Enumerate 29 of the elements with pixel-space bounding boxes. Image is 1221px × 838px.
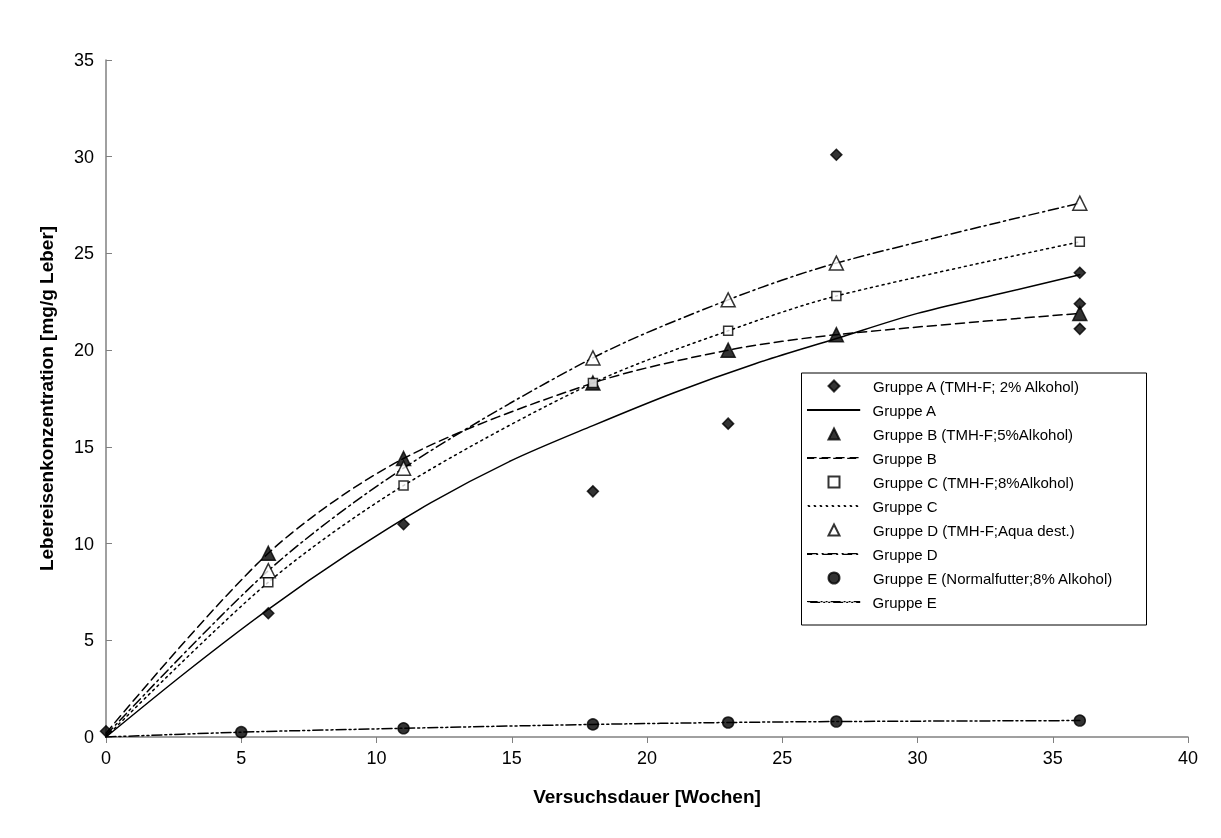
x-axis-title: Versuchsdauer [Wochen]	[533, 786, 761, 807]
legend-label: Gruppe D	[872, 545, 938, 563]
legend-label: Gruppe B	[872, 449, 937, 467]
y-tick-label: 0	[83, 727, 94, 747]
x-tick-label: 15	[501, 748, 522, 768]
y-axis-title: Lebereisenkonzentration [mg/g Leber]	[36, 225, 57, 572]
y-tick-label: 35	[73, 50, 94, 70]
x-tick-label: 40	[1177, 748, 1199, 768]
legend-label: Gruppe D (TMH-F;Aqua dest.)	[873, 521, 1075, 539]
x-tick-label: 25	[772, 748, 793, 768]
legend-label: Gruppe A	[872, 401, 936, 419]
x-tick-label: 10	[366, 748, 387, 768]
legend-label: Gruppe C (TMH-F;8%Alkohol)	[873, 473, 1074, 491]
x-tick-label: 20	[636, 748, 658, 768]
y-tick-label: 30	[73, 146, 94, 167]
x-tick-label: 0	[100, 748, 112, 768]
y-tick-label: 10	[73, 533, 94, 554]
x-tick-label: 5	[236, 748, 247, 768]
legend-label: Gruppe C	[872, 497, 938, 515]
x-tick-label: 30	[907, 748, 928, 768]
y-tick-label: 5	[83, 630, 94, 651]
x-tick-label: 35	[1042, 748, 1063, 768]
y-tick-label: 20	[73, 340, 94, 361]
legend-label: Gruppe E	[872, 593, 937, 611]
legend-label: Gruppe E (Normalfutter;8% Alkohol)	[873, 569, 1113, 587]
legend-label: Gruppe B (TMH-F;5%Alkohol)	[873, 425, 1074, 443]
y-tick-label: 25	[73, 243, 94, 264]
legend-label: Gruppe A (TMH-F; 2% Alkohol)	[873, 377, 1079, 395]
y-tick-label: 15	[73, 436, 94, 457]
